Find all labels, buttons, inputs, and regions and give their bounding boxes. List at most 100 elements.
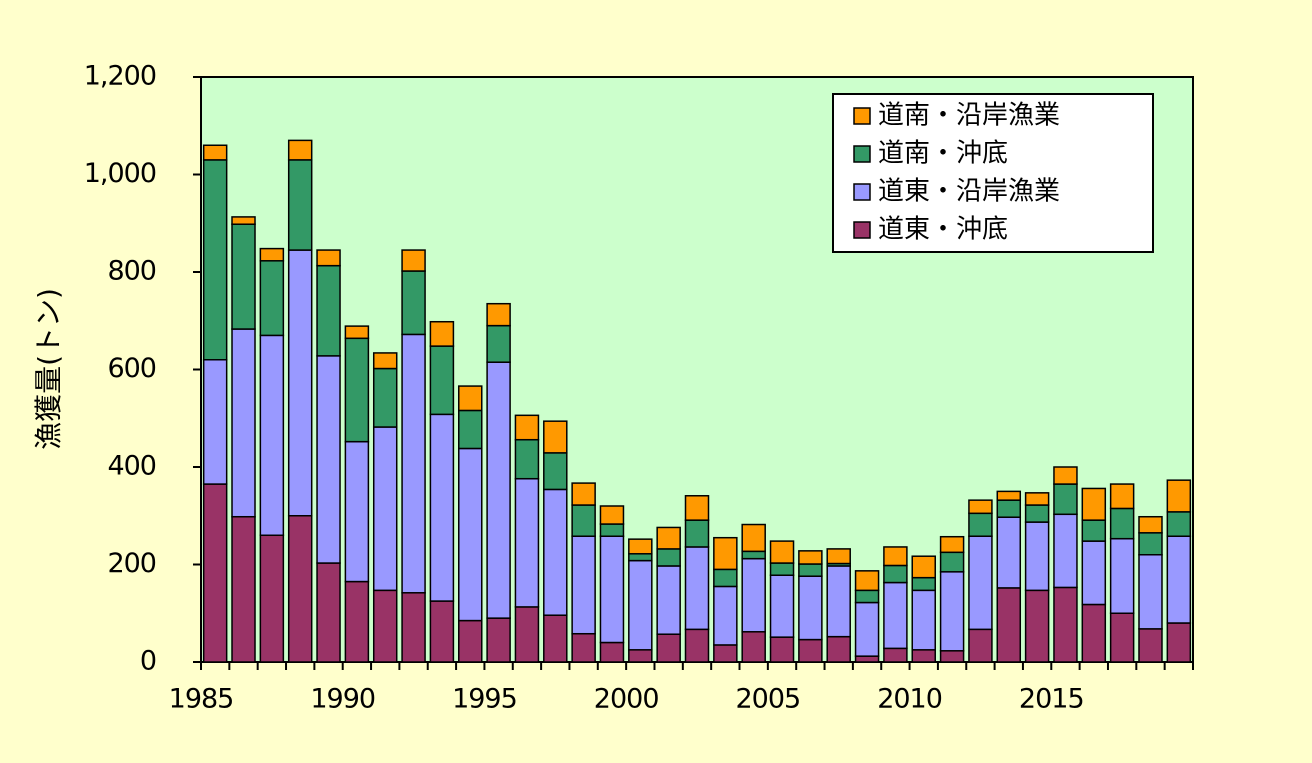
bar-1989-series-3	[316, 249, 341, 267]
bar-1986-series-2	[231, 223, 256, 330]
bar-2009-series-0	[883, 647, 908, 663]
bar-1988-series-3	[287, 139, 313, 161]
bar-2019-series-0	[1166, 622, 1192, 663]
bar-1993-series-3	[429, 320, 455, 347]
bar-2001-series-0	[656, 633, 681, 663]
x-tick-label: 1995	[452, 684, 517, 715]
bar-1999-series-2	[599, 523, 625, 537]
y-tick-label: 1,000	[84, 158, 156, 189]
bar-1997-series-0	[543, 614, 568, 663]
bar-1996-series-2	[514, 438, 540, 480]
legend-swatch	[853, 183, 871, 201]
bar-2018-series-3	[1138, 515, 1163, 534]
y-tick-label: 400	[107, 451, 156, 482]
bar-1990-series-3	[344, 325, 370, 340]
bar-2008-series-3	[854, 570, 880, 592]
bar-1993-series-1	[429, 413, 455, 602]
bar-2017-series-3	[1109, 483, 1135, 510]
bar-1990-series-1	[344, 440, 370, 583]
bar-2006-series-2	[798, 563, 823, 577]
bar-1994-series-2	[458, 409, 483, 450]
bar-2003-series-3	[713, 536, 738, 571]
y-axis: 0 200 400 600 800 1,000 1,200	[84, 61, 201, 677]
bar-1991-series-0	[372, 589, 398, 663]
y-axis-label: 漁獲量(トン)	[32, 288, 65, 450]
bar-1997-series-3	[543, 420, 568, 454]
bar-2018-series-0	[1138, 628, 1163, 663]
bar-1998-series-2	[571, 504, 596, 537]
bar-2019-series-2	[1166, 511, 1192, 537]
bar-2003-series-0	[713, 644, 738, 663]
bar-2007-series-1	[826, 565, 851, 638]
bar-2004-series-3	[741, 523, 766, 553]
bar-1987-series-1	[259, 334, 285, 537]
x-axis: 1985 1990 1995 2000 2005 2010 2015	[169, 662, 1194, 715]
bar-2013-series-0	[996, 587, 1022, 663]
bar-2006-series-3	[798, 550, 823, 565]
bar-1996-series-3	[514, 414, 540, 441]
bar-1991-series-3	[372, 352, 398, 370]
y-tick-label: 200	[107, 548, 156, 579]
bar-2004-series-2	[741, 550, 766, 560]
bar-2018-series-1	[1138, 554, 1163, 630]
bar-2016-series-2	[1081, 519, 1107, 542]
bar-2015-series-0	[1053, 586, 1078, 663]
bar-2007-series-0	[826, 635, 851, 663]
bar-2000-series-2	[628, 553, 653, 562]
bar-2014-series-0	[1024, 589, 1050, 663]
bar-1998-series-1	[571, 535, 596, 635]
y-tick-label: 0	[140, 646, 156, 677]
bar-2009-series-2	[883, 564, 908, 584]
bar-2010-series-3	[911, 555, 936, 579]
x-tick-label: 2000	[594, 684, 659, 715]
bar-2013-series-2	[996, 499, 1022, 518]
bar-2006-series-0	[798, 638, 823, 663]
bar-1987-series-0	[259, 534, 285, 663]
legend-swatch	[853, 145, 871, 163]
bar-1999-series-3	[599, 505, 625, 525]
bar-2014-series-1	[1024, 521, 1050, 592]
bar-2000-series-3	[628, 538, 653, 555]
bar-1993-series-2	[429, 345, 455, 416]
bar-2019-series-3	[1166, 479, 1192, 513]
bar-1985-series-1	[202, 359, 228, 485]
x-tick-label: 2010	[877, 684, 942, 715]
bar-2017-series-0	[1109, 612, 1135, 663]
bar-1994-series-3	[458, 385, 483, 412]
bar-2013-series-3	[996, 490, 1022, 501]
bar-2012-series-2	[968, 512, 993, 537]
bar-2002-series-2	[684, 519, 710, 548]
legend-swatch	[853, 107, 871, 125]
bar-2005-series-0	[769, 636, 795, 663]
legend-label: 道東・沖底	[878, 215, 1008, 245]
bar-2002-series-3	[684, 495, 710, 521]
bar-1995-series-1	[486, 361, 511, 619]
bar-1989-series-1	[316, 355, 341, 564]
bar-2001-series-2	[656, 548, 681, 567]
x-tick-label: 1985	[169, 684, 234, 715]
bar-2014-series-3	[1024, 492, 1050, 506]
bar-1992-series-0	[401, 592, 426, 663]
bar-2010-series-2	[911, 576, 936, 592]
bar-1994-series-1	[458, 447, 483, 622]
bar-2008-series-2	[854, 589, 880, 604]
x-tick-label: 1990	[310, 684, 375, 715]
bar-1988-series-1	[287, 249, 313, 517]
legend-label: 道南・沿岸漁業	[878, 101, 1060, 131]
bar-2011-series-3	[939, 535, 965, 554]
legend-box	[832, 93, 1154, 253]
legend-swatch	[853, 221, 871, 239]
bar-1999-series-1	[599, 535, 625, 644]
bar-2019-series-1	[1166, 535, 1192, 624]
bar-2000-series-0	[628, 649, 653, 663]
bar-2002-series-0	[684, 628, 710, 663]
legend-label: 道南・沖底	[878, 139, 1008, 169]
bar-1993-series-0	[429, 600, 455, 663]
bar-1987-series-3	[259, 247, 285, 262]
bar-2017-series-1	[1109, 537, 1135, 614]
bar-2018-series-2	[1138, 532, 1163, 556]
bar-1996-series-0	[514, 606, 540, 663]
bar-2009-series-3	[883, 546, 908, 567]
legend-label: 道東・沿岸漁業	[878, 177, 1060, 207]
